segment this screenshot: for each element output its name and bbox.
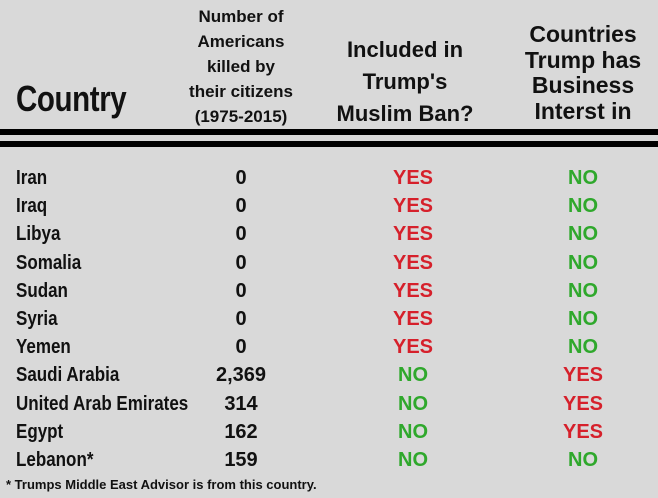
country-cell: Yemen xyxy=(16,336,71,359)
header-ban-line: Muslim Ban? xyxy=(336,101,474,126)
business-interest-cell: NO xyxy=(568,449,598,471)
business-interest-cell: NO xyxy=(568,336,598,359)
killed-count-cell: 0 xyxy=(235,195,247,218)
killed-count-cell: 162 xyxy=(224,420,258,443)
business-interest-cell: NO xyxy=(568,223,598,246)
business-interest-cell: YES xyxy=(562,392,604,415)
country-cell: Iraq xyxy=(16,195,48,218)
header-business-line: Countries xyxy=(529,21,637,47)
muslim-ban-cell: NO xyxy=(398,420,428,443)
table-row: Egypt 162 NO YES xyxy=(0,418,658,446)
table-row: Iraq 0 YES NO xyxy=(0,192,658,220)
business-interest-cell: NO xyxy=(568,308,598,330)
country-cell: Somalia xyxy=(16,251,82,274)
killed-count-cell: 159 xyxy=(224,449,258,471)
country-cell: Saudi Arabia xyxy=(16,364,120,387)
header-killed-line: their citizens xyxy=(189,82,293,101)
header-killed-line: killed by xyxy=(206,57,276,76)
country-cell: Egypt xyxy=(16,420,64,443)
country-cell: Sudan xyxy=(16,279,68,302)
muslim-ban-cell: YES xyxy=(392,336,434,359)
muslim-ban-cell: YES xyxy=(392,251,434,274)
header-business: Countries Trump has Business Interst in xyxy=(508,21,658,124)
header-rule-bottom xyxy=(0,141,658,147)
country-cell: Lebanon* xyxy=(16,449,94,471)
muslim-ban-cell: YES xyxy=(392,195,434,218)
header-business-line: Trump has xyxy=(524,46,642,73)
header-ban-line: Trump's xyxy=(362,69,448,94)
table-row: Sudan 0 YES NO xyxy=(0,277,658,305)
footnote: * Trumps Middle East Advisor is from thi… xyxy=(6,477,317,492)
header-rule-top xyxy=(0,129,658,135)
table-row: Syria 0 YES NO xyxy=(0,305,658,333)
killed-count-cell: 0 xyxy=(235,167,247,189)
table-row: Lebanon* 159 NO NO xyxy=(0,446,658,474)
table-row: Yemen 0 YES NO xyxy=(0,333,658,361)
killed-count-cell: 0 xyxy=(235,251,247,274)
killed-count-cell: 0 xyxy=(235,336,247,359)
killed-count-cell: 2,369 xyxy=(215,364,267,387)
killed-count-cell: 0 xyxy=(235,308,247,330)
country-cell: Iran xyxy=(16,167,48,189)
header-ban-line: Included in xyxy=(346,37,464,62)
muslim-ban-cell: YES xyxy=(392,279,434,302)
country-cell: United Arab Emirates xyxy=(16,392,189,415)
business-interest-cell: NO xyxy=(568,251,598,274)
muslim-ban-cell: NO xyxy=(398,364,428,387)
header-ban: Included in Trump's Muslim Ban? xyxy=(330,34,480,130)
muslim-ban-cell: NO xyxy=(398,449,428,471)
header-country: Country xyxy=(16,78,127,119)
business-interest-cell: NO xyxy=(568,195,598,218)
muslim-ban-cell: YES xyxy=(392,308,434,330)
header-killed-line: Americans xyxy=(197,32,285,51)
business-interest-cell: NO xyxy=(568,167,598,189)
country-cell: Syria xyxy=(16,308,58,330)
muslim-ban-cell: NO xyxy=(398,392,428,415)
table-row: United Arab Emirates 314 NO YES xyxy=(0,390,658,418)
killed-count-cell: 0 xyxy=(235,279,247,302)
killed-count-cell: 314 xyxy=(224,392,258,415)
killed-count-cell: 0 xyxy=(235,223,247,246)
table-row: Libya 0 YES NO xyxy=(0,220,658,248)
table-row: Iran 0 YES NO xyxy=(0,164,658,192)
country-cell: Libya xyxy=(16,223,61,246)
table-row: Saudi Arabia 2,369 NO YES xyxy=(0,361,658,389)
header-killed-line: Number of xyxy=(198,7,284,26)
muslim-ban-cell: YES xyxy=(392,167,434,189)
muslim-ban-cell: YES xyxy=(392,223,434,246)
business-interest-cell: YES xyxy=(562,364,604,387)
header-killed: Number of Americans killed by their citi… xyxy=(186,4,296,129)
header-business-line: Interst in xyxy=(534,97,632,124)
header-business-line: Business xyxy=(531,72,635,98)
table-row: Somalia 0 YES NO xyxy=(0,249,658,277)
business-interest-cell: YES xyxy=(562,420,604,443)
header-killed-line: (1975-2015) xyxy=(194,107,288,126)
business-interest-cell: NO xyxy=(568,279,598,302)
